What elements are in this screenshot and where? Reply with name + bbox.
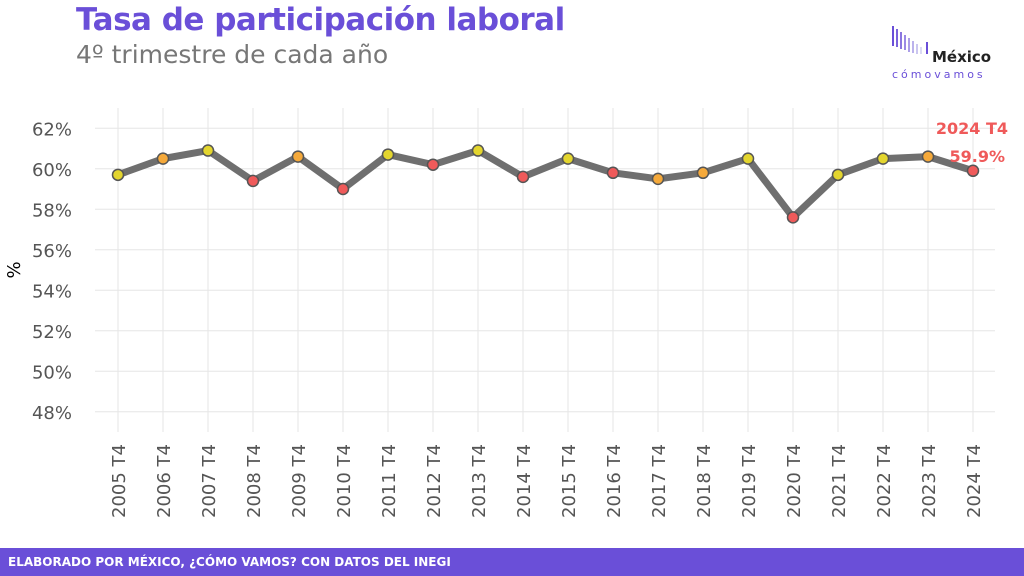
line-chart: 48% 50% 52% 54% 56% 58% 60% 62% % 2005 T4 2006 T… xyxy=(4,108,1008,518)
x-tick-label: 2010 T4 xyxy=(334,444,355,518)
data-point xyxy=(606,166,620,180)
y-axis-ticks: 48% 50% 52% 54% 56% 58% 60% 62% xyxy=(32,119,72,424)
x-tick-label: 2018 T4 xyxy=(694,444,715,518)
chart-grid xyxy=(95,108,995,432)
logo-bars-icon xyxy=(892,26,928,54)
x-tick-label: 2012 T4 xyxy=(424,444,445,518)
y-tick-label: 48% xyxy=(32,403,72,424)
data-point xyxy=(426,158,440,171)
logo-word-mexico: México xyxy=(932,48,992,66)
x-tick-label: 2023 T4 xyxy=(919,444,940,518)
y-tick-label: 58% xyxy=(32,200,72,221)
data-point xyxy=(921,150,935,163)
data-point xyxy=(561,152,575,165)
data-point xyxy=(696,166,710,180)
series-line xyxy=(114,147,977,221)
x-axis-ticks: 2005 T4 2006 T4 2007 T4 2008 T4 2009 T4 2010 … xyxy=(109,444,985,518)
footer-bar: ELABORADO POR MÉXICO, ¿CÓMO VAMOS? CON D… xyxy=(0,548,1024,576)
y-tick-label: 62% xyxy=(32,119,72,140)
x-tick-label: 2019 T4 xyxy=(739,444,760,518)
data-point xyxy=(741,152,755,165)
mexico-como-vamos-logo: México cómovamos xyxy=(890,22,1000,82)
footer-credit: ELABORADO POR MÉXICO, ¿CÓMO VAMOS? CON D… xyxy=(8,555,451,569)
y-tick-label: 54% xyxy=(32,281,72,302)
chart-title: Tasa de participación laboral xyxy=(76,2,565,38)
x-tick-label: 2011 T4 xyxy=(379,444,400,518)
x-tick-label: 2021 T4 xyxy=(829,444,850,518)
data-point xyxy=(381,148,395,161)
x-tick-label: 2005 T4 xyxy=(109,444,130,518)
x-tick-label: 2024 T4 xyxy=(964,444,985,518)
data-point xyxy=(831,168,845,182)
y-tick-label: 50% xyxy=(32,362,72,383)
data-point xyxy=(291,150,305,163)
data-point xyxy=(246,174,260,188)
x-tick-label: 2007 T4 xyxy=(199,444,220,518)
series-points xyxy=(111,144,980,224)
data-point xyxy=(471,144,485,157)
data-point xyxy=(966,164,980,178)
x-tick-label: 2014 T4 xyxy=(514,444,535,518)
y-axis-label: % xyxy=(4,261,25,278)
data-point xyxy=(876,152,890,165)
x-tick-label: 2020 T4 xyxy=(784,444,805,518)
x-tick-label: 2017 T4 xyxy=(649,444,670,518)
data-point xyxy=(786,211,800,224)
data-point xyxy=(111,168,125,182)
annotation-label: 2024 T4 xyxy=(936,119,1008,138)
x-tick-label: 2016 T4 xyxy=(604,444,625,518)
data-point xyxy=(201,144,215,157)
data-point xyxy=(651,172,665,186)
x-tick-label: 2022 T4 xyxy=(874,444,895,518)
y-tick-label: 56% xyxy=(32,241,72,262)
y-tick-label: 52% xyxy=(32,322,72,343)
data-point xyxy=(156,152,170,165)
logo-word-comovamos: cómovamos xyxy=(892,68,986,81)
y-tick-label: 60% xyxy=(32,160,72,181)
x-tick-label: 2008 T4 xyxy=(244,444,265,518)
data-point xyxy=(516,170,530,184)
x-tick-label: 2006 T4 xyxy=(154,444,175,518)
x-tick-label: 2013 T4 xyxy=(469,444,490,518)
chart-subtitle: 4º trimestre de cada año xyxy=(76,40,389,69)
annotation-value: 59.9% xyxy=(949,147,1005,166)
x-tick-label: 2015 T4 xyxy=(559,444,580,518)
x-tick-label: 2009 T4 xyxy=(289,444,310,518)
data-point xyxy=(336,182,350,196)
